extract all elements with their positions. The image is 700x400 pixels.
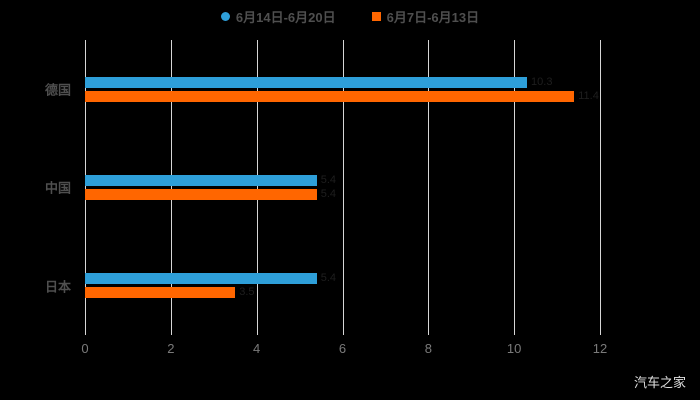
legend-label: 6月14日-6月20日 xyxy=(235,10,336,25)
x-tick-label: 4 xyxy=(253,341,261,356)
gridline xyxy=(256,40,258,335)
bar-line: 5.4 xyxy=(85,173,600,186)
gridline xyxy=(428,40,430,335)
bar xyxy=(85,287,236,299)
bar xyxy=(85,76,528,88)
gridline xyxy=(342,40,344,335)
bar xyxy=(85,90,575,102)
bar-line: 5.4 xyxy=(85,187,600,200)
x-axis: 0 2 4 6 8 10 12 xyxy=(81,341,607,359)
x-tick-label: 0 xyxy=(81,341,89,356)
legend-square-marker xyxy=(371,12,381,21)
bar-line: 5.4 xyxy=(85,272,600,285)
x-tick-label: 2 xyxy=(167,341,175,356)
bar-value-label: 5.4 xyxy=(320,173,337,186)
bar xyxy=(85,174,317,186)
plot-area: 德国 10.3 11.4 中国 5.4 5.4 日本 5.4 3.5 xyxy=(45,40,601,335)
x-tick-label: 6 xyxy=(338,341,347,356)
legend: 6月14日-6月20日 6月7日-6月13日 xyxy=(0,7,700,26)
category-label: 德国 xyxy=(44,82,71,98)
gridline xyxy=(600,40,601,335)
bar-line: 3.5 xyxy=(85,286,600,299)
bar-group-2: 中国 5.4 5.4 xyxy=(45,173,600,201)
bar-value-label: 5.4 xyxy=(320,187,337,200)
legend-item-1[interactable]: 6月14日-6月20日 xyxy=(220,7,336,26)
legend-circle-marker xyxy=(220,12,230,21)
gridline xyxy=(170,40,172,335)
bar-value-label: 10.3 xyxy=(531,75,553,88)
category-label: 中国 xyxy=(44,180,71,196)
x-tick-label: 8 xyxy=(424,341,432,356)
bar xyxy=(85,188,317,200)
bar-group-3: 日本 5.4 3.5 xyxy=(45,272,600,300)
gridline xyxy=(85,40,86,335)
bar-group-1: 德国 10.3 11.4 xyxy=(45,75,600,103)
x-tick-label: 10 xyxy=(506,341,522,356)
bar-value-label: 5.4 xyxy=(320,272,337,285)
gridline xyxy=(514,40,516,335)
watermark: 汽车之家 xyxy=(633,375,686,390)
bar-value-label: 3.5 xyxy=(239,286,255,299)
x-tick-label: 12 xyxy=(592,341,608,356)
bar-line: 11.4 xyxy=(85,89,600,102)
legend-label: 6月7日-6月13日 xyxy=(386,10,480,25)
bar-value-label: 11.4 xyxy=(578,89,599,102)
bar-rows: 德国 10.3 11.4 中国 5.4 5.4 日本 5.4 3.5 xyxy=(45,40,600,335)
bar-line: 10.3 xyxy=(85,75,600,88)
gridlines xyxy=(85,40,601,335)
category-label: 日本 xyxy=(44,279,71,295)
legend-item-2[interactable]: 6月7日-6月13日 xyxy=(371,7,480,26)
bar xyxy=(85,273,317,285)
